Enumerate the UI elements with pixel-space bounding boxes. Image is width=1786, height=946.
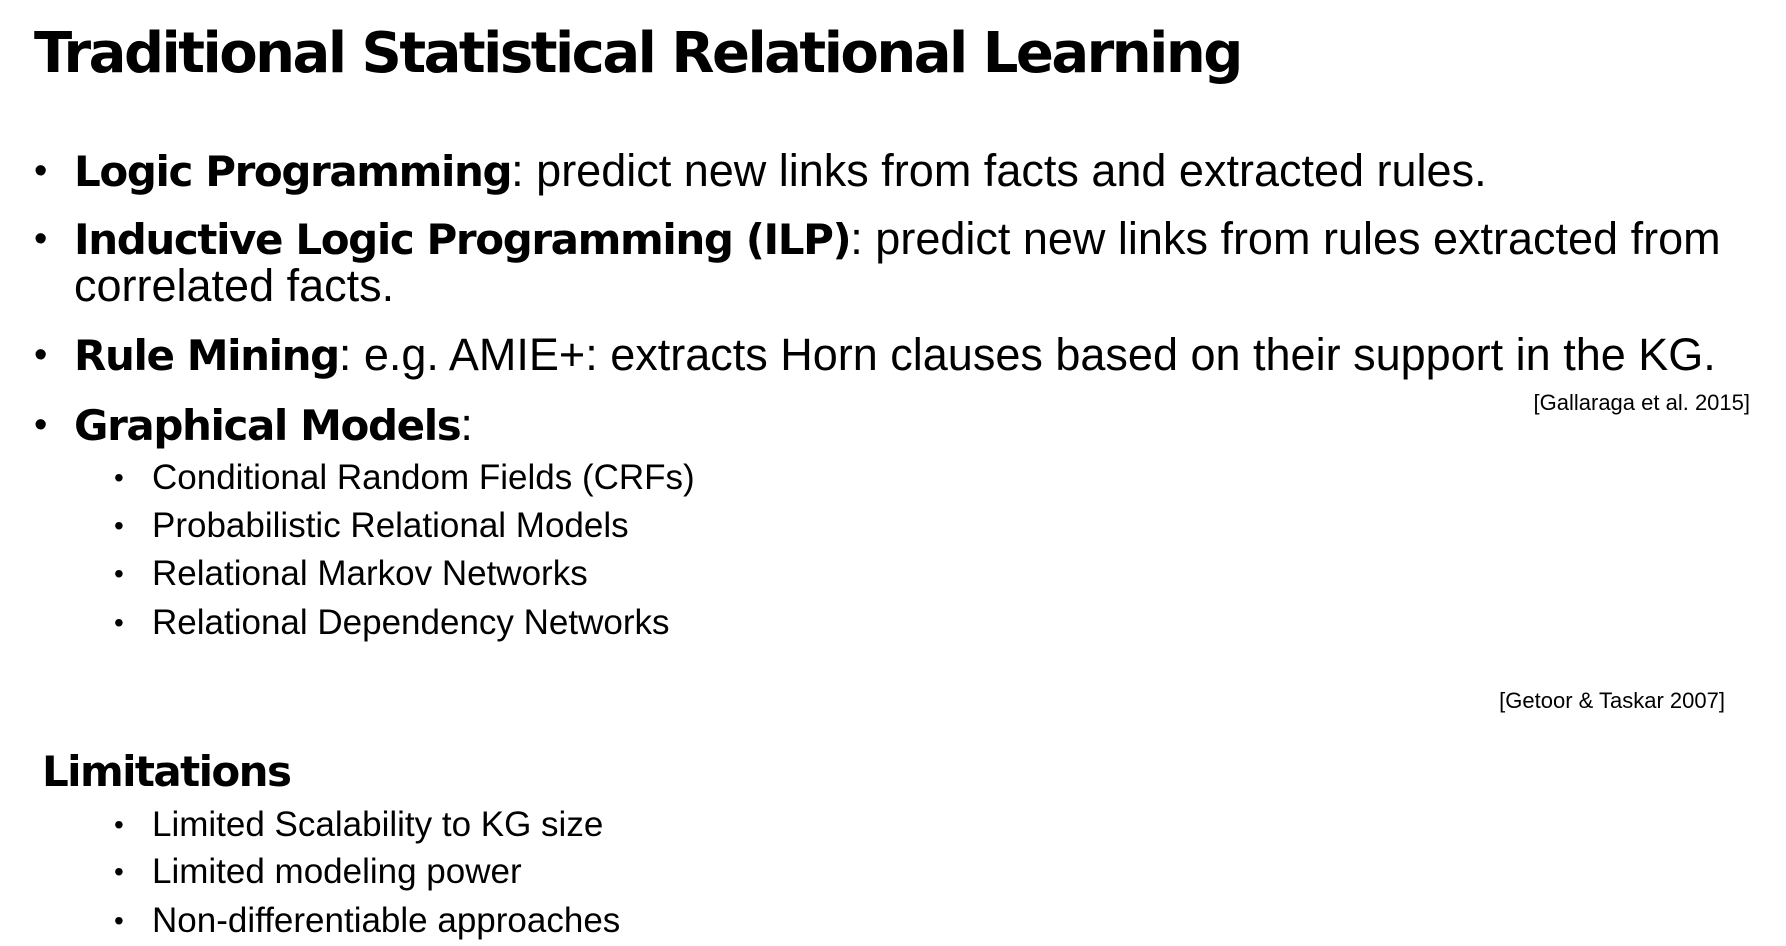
bullet-text: : predict new links from facts and extra…	[511, 145, 1487, 196]
sub-bullet-item: Conditional Random Fields (CRFs)	[114, 456, 695, 500]
bullet-text: :	[460, 399, 473, 450]
bullet-text-continuation: correlated facts.	[74, 260, 395, 311]
bullet-text: : e.g. AMIE+: extracts Horn clauses base…	[338, 329, 1716, 380]
limitation-item: Limited Scalability to KG size	[114, 803, 603, 847]
sub-bullet-item: Relational Markov Networks	[114, 552, 588, 596]
limitation-item: Limited modeling power	[114, 850, 522, 894]
bullet-term: Graphical Models	[74, 401, 462, 450]
bullet-term: Logic Programming	[74, 147, 513, 196]
citation-getoor-taskar: [Getoor & Taskar 2007]	[1499, 688, 1725, 713]
sub-bullet-item: Relational Dependency Networks	[114, 601, 669, 645]
bullet-rule-mining: Rule Mining: e.g. AMIE+: extracts Horn c…	[34, 329, 1716, 380]
bullet-inductive-logic-programming: Inductive Logic Programming (ILP): predi…	[34, 213, 1721, 311]
sub-bullet-item: Probabilistic Relational Models	[114, 504, 629, 548]
slide-title: Traditional Statistical Relational Learn…	[34, 21, 1243, 86]
bullet-logic-programming: Logic Programming: predict new links fro…	[34, 145, 1487, 196]
bullet-term: Inductive Logic Programming (ILP)	[74, 215, 852, 264]
citation-gallaraga: [Gallaraga et al. 2015]	[1533, 390, 1750, 415]
limitations-heading: Limitations	[42, 747, 292, 796]
bullet-text: : predict new links from rules extracted…	[850, 213, 1721, 264]
limitation-item: Non-differentiable approaches	[114, 899, 620, 943]
bullet-graphical-models: Graphical Models:	[34, 399, 473, 450]
bullet-term: Rule Mining	[74, 331, 340, 380]
